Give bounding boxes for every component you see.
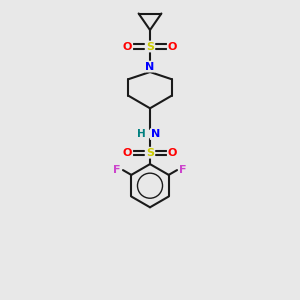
Text: N: N [146, 61, 154, 72]
Text: S: S [146, 41, 154, 52]
Text: F: F [113, 165, 121, 175]
Text: O: O [168, 41, 177, 52]
Text: N: N [151, 129, 160, 139]
Text: O: O [123, 148, 132, 158]
Text: H: H [137, 129, 146, 139]
Text: O: O [168, 148, 177, 158]
Text: S: S [146, 148, 154, 158]
Text: F: F [179, 165, 187, 175]
Text: O: O [123, 41, 132, 52]
